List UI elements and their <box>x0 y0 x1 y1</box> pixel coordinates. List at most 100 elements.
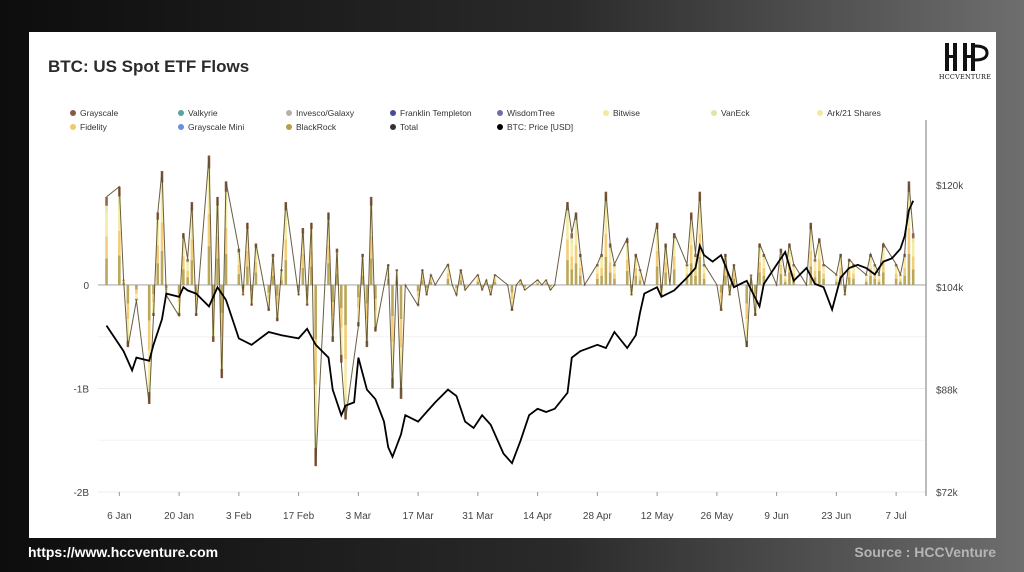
flow-bar-bitwise <box>301 238 305 246</box>
flow-bar-vaneck <box>574 219 578 226</box>
flow-bar-bitwise <box>220 350 224 362</box>
flow-bar-blackrock <box>314 284 317 340</box>
flow-bar-blackrock <box>536 283 539 285</box>
flow-bar-bitwise <box>762 259 766 264</box>
flow-bar-ark-21-shares <box>732 270 736 274</box>
legend-item-blackrock[interactable]: BlackRock <box>286 122 336 132</box>
flow-bar-ark-21-shares <box>907 212 911 228</box>
flow-bar-bitwise <box>694 259 697 264</box>
flow-bar-blackrock <box>327 263 330 285</box>
legend-swatch-icon <box>497 124 503 130</box>
flow-bar-bitwise <box>634 259 638 264</box>
flow-bar-fidelity <box>365 303 369 320</box>
flow-bar-ark-21-shares <box>758 255 761 263</box>
flow-bar-fidelity <box>899 279 902 282</box>
flow-bar-bitwise <box>869 259 872 264</box>
legend-item-vaneck[interactable]: VanEck <box>711 108 750 118</box>
flow-bar-bitwise <box>339 339 343 349</box>
legend-item-grayscale[interactable]: Grayscale <box>70 108 118 118</box>
flow-bar-blackrock <box>425 284 428 289</box>
flow-bar-fidelity <box>689 245 693 264</box>
flow-bar-fidelity <box>578 267 582 276</box>
flow-bar-fidelity <box>271 267 275 276</box>
flow-bar-ark-21-shares <box>177 302 181 307</box>
flow-bar-ark-21-shares <box>877 277 881 280</box>
flow-bar-ark-21-shares <box>361 263 364 268</box>
flow-bar-blackrock <box>416 284 420 292</box>
flow-bar-ark-21-shares <box>246 241 249 251</box>
flow-bar-vaneck <box>578 256 582 260</box>
legend-item-valkyrie[interactable]: Valkyrie <box>178 108 218 118</box>
flow-bar-fidelity <box>314 339 317 385</box>
flow-bar-vaneck <box>903 256 906 260</box>
flow-bar-blackrock <box>357 284 360 298</box>
flow-bar-ark-21-shares <box>549 287 552 289</box>
flow-bar-blackrock <box>613 278 616 285</box>
flow-bar-blackrock <box>105 258 108 285</box>
legend-item-ark-21-shares[interactable]: Ark/21 Shares <box>817 108 881 118</box>
flow-bar-ark-21-shares <box>578 263 582 268</box>
flow-bar-fidelity <box>446 273 450 279</box>
flow-bar-ark-21-shares <box>873 270 877 274</box>
legend-swatch-icon <box>817 110 823 116</box>
flow-bar-fidelity <box>152 294 155 303</box>
flow-bar-ark-21-shares <box>634 263 638 268</box>
flow-bar-blackrock <box>813 277 817 285</box>
flow-bar-fidelity <box>719 292 723 300</box>
flow-bar-vaneck <box>864 275 868 277</box>
flow-bar-fidelity <box>613 273 616 279</box>
flow-bar-blackrock <box>241 284 245 289</box>
flow-bar-fidelity <box>638 276 642 281</box>
legend-item-total[interactable]: Total <box>390 122 418 132</box>
flow-bar-fidelity <box>105 236 108 259</box>
legend-item-fidelity[interactable]: Fidelity <box>70 122 107 132</box>
footer-website-link[interactable]: https://www.hccventure.com <box>28 544 219 560</box>
flow-bar-bitwise <box>689 225 693 235</box>
flow-bar-blackrock <box>749 281 753 285</box>
flow-bar-ark-21-shares <box>510 299 514 304</box>
legend-item-grayscale-mini[interactable]: Grayscale Mini <box>178 122 244 132</box>
flow-bar-blackrock <box>549 284 552 287</box>
legend-item-bitwise[interactable]: Bitwise <box>603 108 640 118</box>
flow-bar-vaneck <box>882 247 885 251</box>
flow-bar-fidelity <box>391 316 394 342</box>
flow-bar-blackrock <box>672 269 676 285</box>
flow-bar-fidelity <box>903 267 906 276</box>
flow-bar-fidelity <box>625 259 629 271</box>
flow-bar-fidelity <box>459 276 463 281</box>
flow-bar-ark-21-shares <box>608 255 612 263</box>
flow-bar-fidelity <box>357 297 360 308</box>
flow-bar-fidelity <box>694 267 697 276</box>
flow-bar-blackrock <box>822 278 825 285</box>
legend-item-btc-price-usd[interactable]: BTC: Price [USD] <box>497 122 573 132</box>
y-right-tick-label: $104k <box>936 283 964 294</box>
flow-bar-bitwise <box>284 217 288 227</box>
x-tick-label: 7 Jul <box>886 511 907 522</box>
flow-bar-fidelity <box>877 279 881 282</box>
flow-bar-ark-21-shares <box>625 252 629 260</box>
flow-bar-bitwise <box>186 263 189 267</box>
flow-bar-blackrock <box>758 272 761 285</box>
flow-bar-fidelity <box>843 288 847 291</box>
flow-bar-vaneck <box>186 261 189 264</box>
flow-bar-vaneck <box>160 182 164 192</box>
legend-item-wisdomtree[interactable]: WisdomTree <box>497 108 555 118</box>
flow-bar-bitwise <box>224 200 228 213</box>
flow-bar-bitwise <box>664 250 667 256</box>
flow-bar-blackrock <box>578 275 582 285</box>
flow-bar-bitwise <box>758 250 761 256</box>
legend-item-invesco-galaxy[interactable]: Invesco/Galaxy <box>286 108 354 118</box>
legend-item-franklin-templeton[interactable]: Franklin Templeton <box>390 108 472 118</box>
flow-bar-vaneck <box>779 252 783 256</box>
flow-bar-fidelity <box>685 273 689 279</box>
flow-bar-blackrock <box>625 270 629 285</box>
flow-bar-fidelity <box>493 279 497 282</box>
flow-bar-fidelity <box>911 256 915 270</box>
legend-swatch-icon <box>711 110 717 116</box>
flow-bar-blackrock <box>271 275 275 285</box>
flow-bar-bitwise <box>105 212 108 224</box>
flow-bar-blackrock <box>877 281 881 285</box>
x-tick-label: 20 Jan <box>164 511 194 522</box>
legend-swatch-icon <box>70 124 76 130</box>
flow-bar-bitwise <box>246 234 249 242</box>
